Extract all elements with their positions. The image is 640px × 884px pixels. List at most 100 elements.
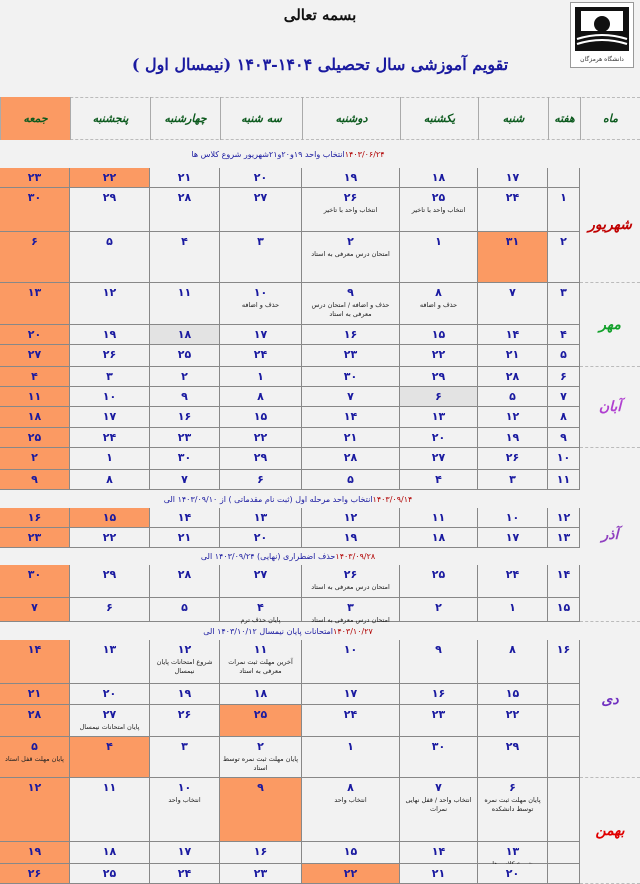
day-cell[interactable]: ۱۰ حذف و اضافه — [220, 283, 302, 325]
day-cell[interactable]: ۲۴ — [150, 864, 220, 884]
day-cell[interactable]: ۱۶ — [220, 842, 302, 864]
day-cell[interactable]: ۹ حذف و اضافه / امتحان درس معرفی به استاد — [302, 283, 400, 325]
day-cell[interactable]: ۱ — [70, 448, 150, 470]
day-cell[interactable]: ۱۶ — [302, 325, 400, 345]
day-cell[interactable]: ۱۴ — [400, 842, 478, 864]
day-cell[interactable]: ۲۸ — [478, 367, 548, 387]
day-cell[interactable]: ۲۱ — [302, 428, 400, 448]
day-cell[interactable]: ۳ — [70, 367, 150, 387]
day-cell[interactable]: ۲۵ — [0, 428, 70, 448]
day-cell[interactable]: ۵ — [478, 387, 548, 407]
day-cell[interactable]: ۱۰ — [302, 640, 400, 684]
day-cell[interactable]: ۹ — [0, 470, 70, 490]
day-cell[interactable]: ۲۸ — [150, 188, 220, 232]
day-cell[interactable]: ۱۸ — [400, 168, 478, 188]
day-cell[interactable]: ۲۱ — [478, 345, 548, 367]
day-cell[interactable]: ۵ — [150, 598, 220, 622]
day-cell[interactable]: ۳۰ — [0, 565, 70, 598]
day-cell[interactable]: ۲۱ — [400, 864, 478, 884]
day-cell[interactable]: ۲۰ — [220, 528, 302, 548]
day-cell[interactable]: ۲۷ — [220, 188, 302, 232]
day-cell[interactable]: ۲۹ — [400, 367, 478, 387]
day-cell[interactable]: ۲۴ — [478, 565, 548, 598]
day-cell[interactable]: ۱۳ — [0, 283, 70, 325]
day-cell[interactable]: ۳۰ — [0, 188, 70, 232]
day-cell[interactable]: ۲۲ — [478, 705, 548, 737]
day-cell[interactable]: ۲۹ — [478, 737, 548, 778]
day-cell[interactable]: ۶ — [220, 470, 302, 490]
day-cell[interactable]: ۲۷ — [400, 448, 478, 470]
day-cell[interactable]: ۷ — [302, 387, 400, 407]
day-cell[interactable]: ۸ — [220, 387, 302, 407]
day-cell[interactable]: ۲۵ — [70, 864, 150, 884]
day-cell[interactable]: ۱۸ — [150, 325, 220, 345]
day-cell[interactable]: ۲۳ — [0, 528, 70, 548]
day-cell[interactable]: ۱۶ — [0, 508, 70, 528]
day-cell[interactable]: ۲۵ — [400, 565, 478, 598]
day-cell[interactable]: ۴ — [70, 737, 150, 778]
day-cell[interactable]: ۲۶ — [150, 705, 220, 737]
day-cell[interactable]: ۲۰ — [478, 864, 548, 884]
day-cell[interactable]: ۲۳ — [400, 705, 478, 737]
day-cell[interactable]: ۱۳ — [70, 640, 150, 684]
day-cell[interactable]: ۱۸ — [0, 407, 70, 428]
day-cell[interactable]: ۱۲ — [70, 283, 150, 325]
day-cell[interactable]: ۱۵ — [478, 684, 548, 705]
day-cell[interactable]: ۱ — [478, 598, 548, 622]
day-cell[interactable]: ۹ — [150, 387, 220, 407]
day-cell[interactable]: ۵ — [70, 232, 150, 283]
day-cell[interactable]: ۲۱ — [150, 168, 220, 188]
day-cell[interactable]: ۲ — [0, 448, 70, 470]
day-cell[interactable]: ۲۴ — [302, 705, 400, 737]
day-cell[interactable]: ۷ انتخاب واحد / قفل نهایی نمرات — [400, 778, 478, 842]
day-cell[interactable]: ۴ — [400, 470, 478, 490]
day-cell[interactable]: ۱۴ — [302, 407, 400, 428]
day-cell[interactable]: ۱۴ — [478, 325, 548, 345]
day-cell[interactable]: ۱۷ — [220, 325, 302, 345]
day-cell[interactable]: ۲۲ — [70, 528, 150, 548]
day-cell[interactable]: ۱۷ — [478, 168, 548, 188]
day-cell[interactable]: ۷ — [150, 470, 220, 490]
day-cell[interactable]: ۲۶ امتحان درس معرفی به استاد — [302, 565, 400, 598]
day-cell[interactable]: ۱۳ — [220, 508, 302, 528]
day-cell[interactable]: ۱۲ — [302, 508, 400, 528]
day-cell[interactable]: ۲۰ — [0, 325, 70, 345]
day-cell[interactable]: ۱۱ — [150, 283, 220, 325]
day-cell[interactable]: ۱۸ — [220, 684, 302, 705]
day-cell[interactable]: ۲۲ — [400, 345, 478, 367]
day-cell[interactable]: ۱۹ — [150, 684, 220, 705]
day-cell[interactable]: ۲۹ — [70, 188, 150, 232]
day-cell[interactable]: ۴ — [0, 367, 70, 387]
day-cell[interactable]: ۲۵ انتخاب واحد با تاخیر — [400, 188, 478, 232]
day-cell[interactable]: ۱۱ — [70, 778, 150, 842]
day-cell[interactable]: ۲۴ — [220, 345, 302, 367]
day-cell[interactable]: ۲۸ — [302, 448, 400, 470]
day-cell[interactable]: ۲۳ — [150, 428, 220, 448]
day-cell[interactable]: ۲۶ — [70, 345, 150, 367]
day-cell[interactable]: ۲۲ — [220, 428, 302, 448]
day-cell[interactable]: ۷ — [0, 598, 70, 622]
day-cell[interactable]: ۳۱ — [478, 232, 548, 283]
day-cell[interactable]: ۲۰ — [220, 168, 302, 188]
day-cell[interactable]: ۱۱ — [400, 508, 478, 528]
day-cell[interactable]: ۱۴ — [150, 508, 220, 528]
day-cell[interactable]: ۶ — [70, 598, 150, 622]
day-cell[interactable]: ۱۰ — [70, 387, 150, 407]
day-cell[interactable]: ۲۸ — [150, 565, 220, 598]
day-cell[interactable]: ۱۷ — [302, 684, 400, 705]
day-cell[interactable]: ۲۱ — [0, 684, 70, 705]
day-cell[interactable]: ۳۰ — [400, 737, 478, 778]
day-cell[interactable]: ۲۶ — [478, 448, 548, 470]
day-cell[interactable]: ۱۳ — [400, 407, 478, 428]
day-cell[interactable]: ۸ — [478, 640, 548, 684]
day-cell[interactable]: ۱۸ — [70, 842, 150, 864]
day-cell[interactable]: ۶ — [0, 232, 70, 283]
day-cell[interactable]: ۱۰ — [478, 508, 548, 528]
day-cell[interactable]: ۱۱ — [0, 387, 70, 407]
day-cell[interactable]: ۴ — [150, 232, 220, 283]
day-cell[interactable]: ۱۷ — [70, 407, 150, 428]
day-cell[interactable]: ۲۲ — [70, 168, 150, 188]
day-cell[interactable]: ۲۳ — [302, 345, 400, 367]
day-cell[interactable]: ۱۹ — [478, 428, 548, 448]
day-cell[interactable]: ۲۲ — [302, 864, 400, 884]
